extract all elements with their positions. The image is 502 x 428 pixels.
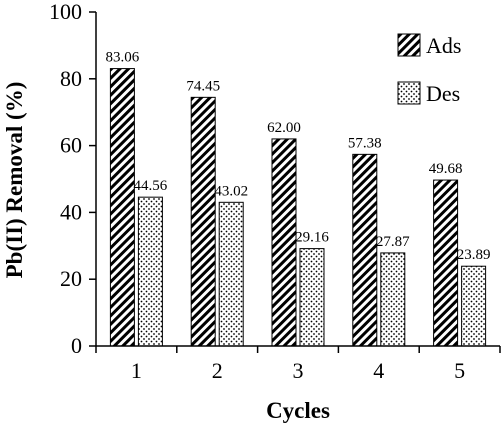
bar-ads bbox=[109, 68, 135, 347]
bar-des bbox=[380, 252, 406, 347]
data-label-des: 23.89 bbox=[457, 247, 491, 263]
y-tick-label: 80 bbox=[60, 66, 82, 91]
x-tick-label: 1 bbox=[131, 358, 142, 383]
value-labels-layer: 83.06 74.45 62.00 57.38 49.68 44.56 43.02 29.16… bbox=[106, 50, 491, 264]
data-label-ads: 57.38 bbox=[348, 135, 382, 151]
data-label-des: 27.87 bbox=[376, 234, 410, 250]
legend-swatch-des bbox=[397, 81, 421, 105]
y-tick-label: 60 bbox=[60, 133, 82, 158]
legend-swatch-ads bbox=[397, 33, 421, 57]
x-ticks-layer: 1 2 3 4 5 bbox=[95, 346, 501, 383]
data-label-ads: 62.00 bbox=[267, 120, 301, 136]
x-tick-label: 2 bbox=[212, 358, 223, 383]
bar-des bbox=[137, 196, 163, 347]
x-tick-label: 3 bbox=[293, 358, 304, 383]
data-label-ads: 83.06 bbox=[106, 50, 140, 66]
bars-layer bbox=[109, 68, 487, 347]
legend-label-des: Des bbox=[426, 81, 460, 106]
bar-des bbox=[218, 201, 244, 347]
x-tick-label: 4 bbox=[373, 358, 384, 383]
y-tick-label: 100 bbox=[49, 0, 82, 24]
bar-ads bbox=[352, 153, 378, 347]
y-ticks-layer: 0 20 40 60 80 100 bbox=[49, 0, 96, 358]
data-label-des: 44.56 bbox=[134, 178, 168, 194]
data-label-des: 29.16 bbox=[295, 230, 329, 246]
x-tick-label: 5 bbox=[454, 358, 465, 383]
legend: Ads Des bbox=[397, 33, 461, 106]
bar-des bbox=[461, 265, 487, 347]
data-label-des: 43.02 bbox=[214, 183, 248, 199]
data-label-ads: 74.45 bbox=[186, 78, 220, 94]
bar-ads bbox=[190, 96, 216, 347]
bar-des bbox=[299, 248, 325, 347]
data-label-ads: 49.68 bbox=[429, 161, 463, 177]
y-tick-label: 0 bbox=[71, 333, 82, 358]
legend-label-ads: Ads bbox=[426, 33, 461, 58]
y-tick-label: 40 bbox=[60, 199, 82, 224]
bar-ads bbox=[271, 138, 297, 347]
y-tick-label: 20 bbox=[60, 266, 82, 291]
x-axis-title: Cycles bbox=[266, 398, 330, 423]
bar-ads bbox=[433, 179, 459, 347]
y-axis-title: Pb(II) Removal (%) bbox=[2, 82, 27, 279]
